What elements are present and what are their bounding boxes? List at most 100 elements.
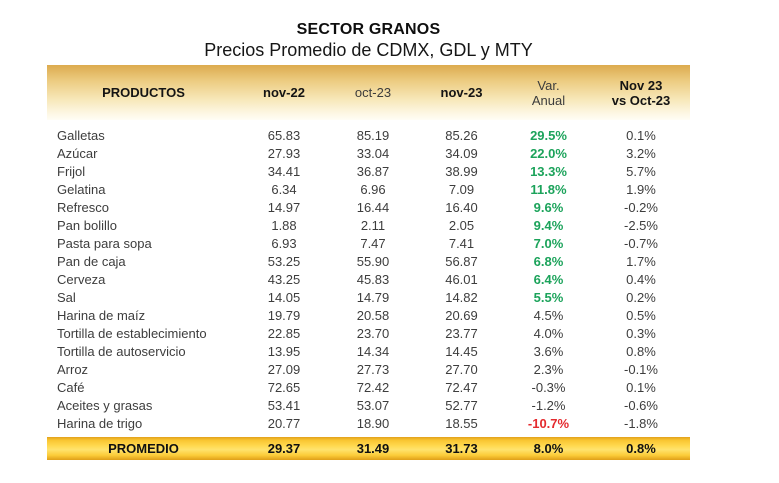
table-row: Arroz 27.09 27.73 27.70 2.3% -0.1% xyxy=(47,360,690,378)
price-nov23-cell: 7.41 xyxy=(448,235,475,251)
price-nov22-cell: 14.97 xyxy=(267,199,301,215)
var-monthly-cell: 0.1% xyxy=(626,379,656,395)
table-row: Frijol 34.41 36.87 38.99 13.3% 5.7% xyxy=(47,162,690,180)
product-name-cell: Galletas xyxy=(57,127,105,143)
column-header-var-anual: Var. Anual xyxy=(505,65,592,120)
table-row: Azúcar 27.93 33.04 34.09 22.0% 3.2% xyxy=(47,144,690,162)
price-oct23-cell: 14.79 xyxy=(356,289,390,305)
promedio-oct23: 31.49 xyxy=(328,437,418,460)
product-name-cell: Cerveza xyxy=(57,271,106,287)
price-oct23-cell: 53.07 xyxy=(356,397,390,413)
price-nov23-cell: 52.77 xyxy=(445,397,478,413)
product-name-cell: Harina de trigo xyxy=(57,415,143,431)
product-name-cell: Azúcar xyxy=(57,145,98,161)
promedio-row: PROMEDIO 29.37 31.49 31.73 8.0% 0.8% xyxy=(47,437,690,460)
product-name-cell: Refresco xyxy=(57,199,110,215)
column-header-nov22: nov-22 xyxy=(240,65,328,120)
price-nov23-cell: 20.69 xyxy=(445,307,478,323)
page-title: SECTOR GRANOS xyxy=(296,21,441,38)
price-oct23-cell: 16.44 xyxy=(356,199,390,215)
var-monthly-cell: 0.8% xyxy=(626,343,656,359)
var-anual-cell: 29.5% xyxy=(530,127,567,143)
product-name-cell: Aceites y grasas xyxy=(57,397,153,413)
var-monthly-cell: 0.4% xyxy=(626,271,656,287)
price-nov22-cell: 27.09 xyxy=(267,361,301,377)
var-anual-cell: 7.0% xyxy=(533,235,564,251)
promedio-nov23: 31.73 xyxy=(418,437,505,460)
price-nov23-cell: 27.70 xyxy=(445,361,478,377)
price-oct23-cell: 20.58 xyxy=(356,307,390,323)
price-nov23-cell: 7.09 xyxy=(448,181,475,197)
price-oct23-cell: 72.42 xyxy=(356,379,390,395)
table-row: Tortilla de autoservicio 13.95 14.34 14.… xyxy=(47,342,690,360)
table-row: Gelatina 6.34 6.96 7.09 11.8% 1.9% xyxy=(47,180,690,198)
price-nov22-cell: 65.83 xyxy=(267,127,301,143)
var-monthly-cell: -0.1% xyxy=(624,361,658,377)
price-nov23-cell: 16.40 xyxy=(445,199,478,215)
var-monthly-cell: 1.7% xyxy=(626,253,656,269)
footer-gap xyxy=(47,432,690,437)
promedio-label: PROMEDIO xyxy=(47,437,240,460)
product-name-cell: Pasta para sopa xyxy=(57,235,152,251)
table-row: Galletas 65.83 85.19 85.26 29.5% 0.1% xyxy=(47,126,690,144)
var-monthly-cell: 3.2% xyxy=(626,145,656,161)
var-monthly-cell: 5.7% xyxy=(626,163,656,179)
price-nov22-cell: 27.93 xyxy=(267,145,301,161)
table-row: Refresco 14.97 16.44 16.40 9.6% -0.2% xyxy=(47,198,690,216)
price-nov23-cell: 14.82 xyxy=(445,289,478,305)
price-nov22-cell: 13.95 xyxy=(267,343,301,359)
table-row: Sal 14.05 14.79 14.82 5.5% 0.2% xyxy=(47,288,690,306)
var-anual-cell: 9.4% xyxy=(533,217,564,233)
price-nov22-cell: 14.05 xyxy=(267,289,301,305)
price-oct23-cell: 36.87 xyxy=(356,163,390,179)
product-name-cell: Arroz xyxy=(57,361,89,377)
var-anual-cell: 6.8% xyxy=(533,253,564,269)
price-oct23-cell: 14.34 xyxy=(356,343,390,359)
var-anual-cell: 11.8% xyxy=(530,181,567,197)
table-row: Aceites y grasas 53.41 53.07 52.77 -1.2%… xyxy=(47,396,690,414)
price-nov22-cell: 53.25 xyxy=(267,253,301,269)
var-monthly-cell: -1.8% xyxy=(624,415,658,431)
var-anual-cell: 3.6% xyxy=(533,343,564,359)
column-header-nov23-vs-oct23: Nov 23 vs Oct-23 xyxy=(592,65,690,120)
product-name-cell: Café xyxy=(57,379,85,395)
price-oct23-cell: 7.47 xyxy=(360,235,386,251)
price-nov23-cell: 85.26 xyxy=(445,127,478,143)
price-oct23-cell: 27.73 xyxy=(356,361,390,377)
product-name-cell: Tortilla de autoservicio xyxy=(57,343,186,359)
var-monthly-cell: -0.2% xyxy=(624,199,658,215)
page-subtitle: Precios Promedio de CDMX, GDL y MTY xyxy=(204,40,533,60)
promedio-var-anual: 8.0% xyxy=(505,437,592,460)
price-nov22-cell: 53.41 xyxy=(267,397,301,413)
var-monthly-cell: 0.5% xyxy=(626,307,656,323)
var-anual-cell: -10.7% xyxy=(527,415,570,431)
price-nov23-cell: 72.47 xyxy=(445,379,478,395)
promedio-nov22: 29.37 xyxy=(240,437,328,460)
price-nov22-cell: 20.77 xyxy=(267,415,301,431)
price-oct23-cell: 55.90 xyxy=(356,253,390,269)
table-row: Pasta para sopa 6.93 7.47 7.41 7.0% -0.7… xyxy=(47,234,690,252)
price-nov22-cell: 72.65 xyxy=(267,379,301,395)
var-monthly-cell: 0.2% xyxy=(626,289,656,305)
price-table: PRODUCTOS nov-22 oct-23 nov-23 Var. Anua… xyxy=(47,65,690,460)
price-nov22-cell: 19.79 xyxy=(267,307,301,323)
table-row: Cerveza 43.25 45.83 46.01 6.4% 0.4% xyxy=(47,270,690,288)
product-name-cell: Pan bolillo xyxy=(57,217,117,233)
var-anual-cell: 9.6% xyxy=(533,199,564,215)
table-row: Pan bolillo 1.88 2.11 2.05 9.4% -2.5% xyxy=(47,216,690,234)
price-oct23-cell: 23.70 xyxy=(356,325,390,341)
product-name-cell: Frijol xyxy=(57,163,86,179)
var-anual-cell: 5.5% xyxy=(533,289,564,305)
price-nov22-cell: 22.85 xyxy=(267,325,301,341)
price-nov22-cell: 43.25 xyxy=(267,271,301,287)
price-oct23-cell: 2.11 xyxy=(360,217,386,233)
price-nov23-cell: 34.09 xyxy=(445,145,478,161)
table-footer: PROMEDIO 29.37 31.49 31.73 8.0% 0.8% xyxy=(47,432,690,460)
var-anual-cell: 13.3% xyxy=(530,163,567,179)
product-name-cell: Pan de caja xyxy=(57,253,126,269)
var-anual-cell: -0.3% xyxy=(531,379,566,395)
var-anual-cell: 4.0% xyxy=(533,325,564,341)
price-oct23-cell: 18.90 xyxy=(356,415,390,431)
var-monthly-cell: 0.1% xyxy=(626,127,656,143)
price-nov23-cell: 38.99 xyxy=(445,163,478,179)
